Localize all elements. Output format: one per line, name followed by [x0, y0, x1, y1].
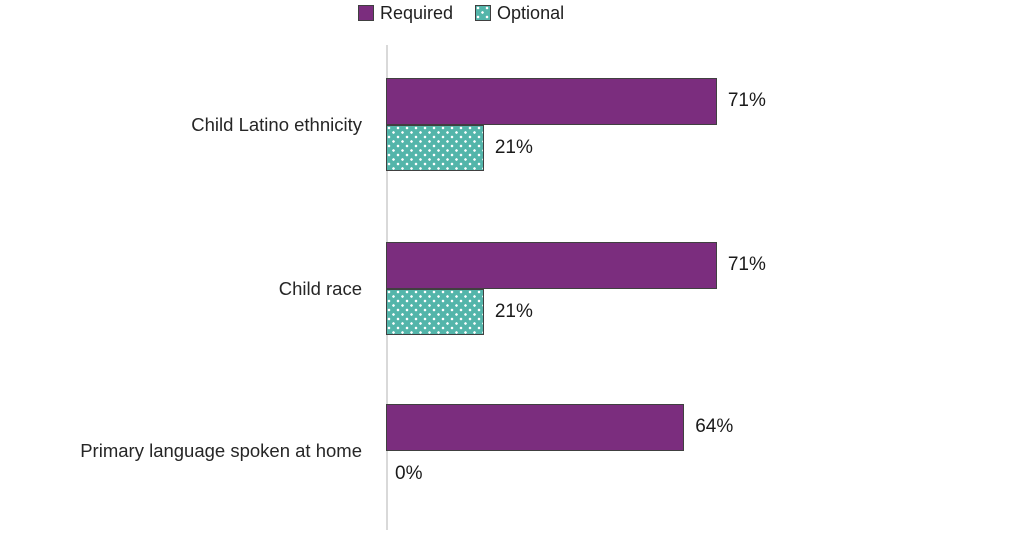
bar-group: Child race 71% 21%	[0, 242, 1024, 335]
bar-group: Child Latino ethnicity 71% 21%	[0, 78, 1024, 171]
value-label: 21%	[494, 136, 533, 158]
optional-bar	[386, 288, 484, 335]
value-label: 21%	[494, 300, 533, 322]
required-bar	[386, 404, 685, 451]
value-label: 0%	[395, 462, 423, 484]
bar-group: Primary language spoken at home 64% 0%	[0, 404, 1024, 497]
required-bar	[386, 78, 717, 125]
legend-label-required: Required	[380, 3, 454, 23]
required-swatch-icon	[358, 5, 374, 21]
value-label: 71%	[727, 254, 766, 276]
legend-item-optional: Optional	[475, 4, 564, 22]
required-bar	[386, 242, 717, 289]
category-label: Child Latino ethnicity	[191, 113, 362, 135]
value-label: 64%	[695, 416, 734, 438]
legend-item-required: Required	[358, 4, 453, 22]
chart-legend: Required Optional	[358, 4, 564, 22]
value-label: 71%	[727, 90, 766, 112]
category-label: Child race	[278, 277, 362, 299]
optional-bar	[386, 124, 484, 171]
category-label: Primary language spoken at home	[80, 439, 362, 461]
legend-label-optional: Optional	[497, 3, 565, 23]
optional-swatch-icon	[475, 5, 492, 21]
